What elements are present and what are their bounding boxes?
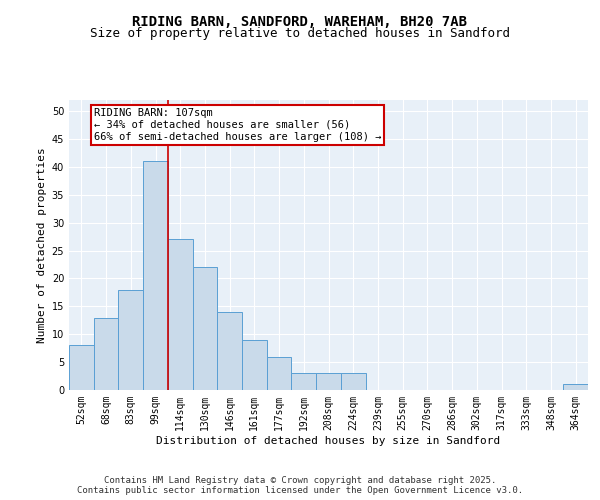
Bar <box>316 374 341 390</box>
Bar <box>118 290 143 390</box>
Bar <box>563 384 588 390</box>
X-axis label: Distribution of detached houses by size in Sandford: Distribution of detached houses by size … <box>157 436 500 446</box>
Text: RIDING BARN, SANDFORD, WAREHAM, BH20 7AB: RIDING BARN, SANDFORD, WAREHAM, BH20 7AB <box>133 15 467 29</box>
Bar <box>168 240 193 390</box>
Bar <box>217 312 242 390</box>
Text: Size of property relative to detached houses in Sandford: Size of property relative to detached ho… <box>90 28 510 40</box>
Bar <box>292 374 316 390</box>
Text: RIDING BARN: 107sqm
← 34% of detached houses are smaller (56)
66% of semi-detach: RIDING BARN: 107sqm ← 34% of detached ho… <box>94 108 381 142</box>
Bar <box>242 340 267 390</box>
Text: Contains HM Land Registry data © Crown copyright and database right 2025.
Contai: Contains HM Land Registry data © Crown c… <box>77 476 523 495</box>
Y-axis label: Number of detached properties: Number of detached properties <box>37 147 47 343</box>
Bar <box>94 318 118 390</box>
Bar <box>143 162 168 390</box>
Bar <box>69 346 94 390</box>
Bar <box>341 374 365 390</box>
Bar <box>193 268 217 390</box>
Bar <box>267 356 292 390</box>
